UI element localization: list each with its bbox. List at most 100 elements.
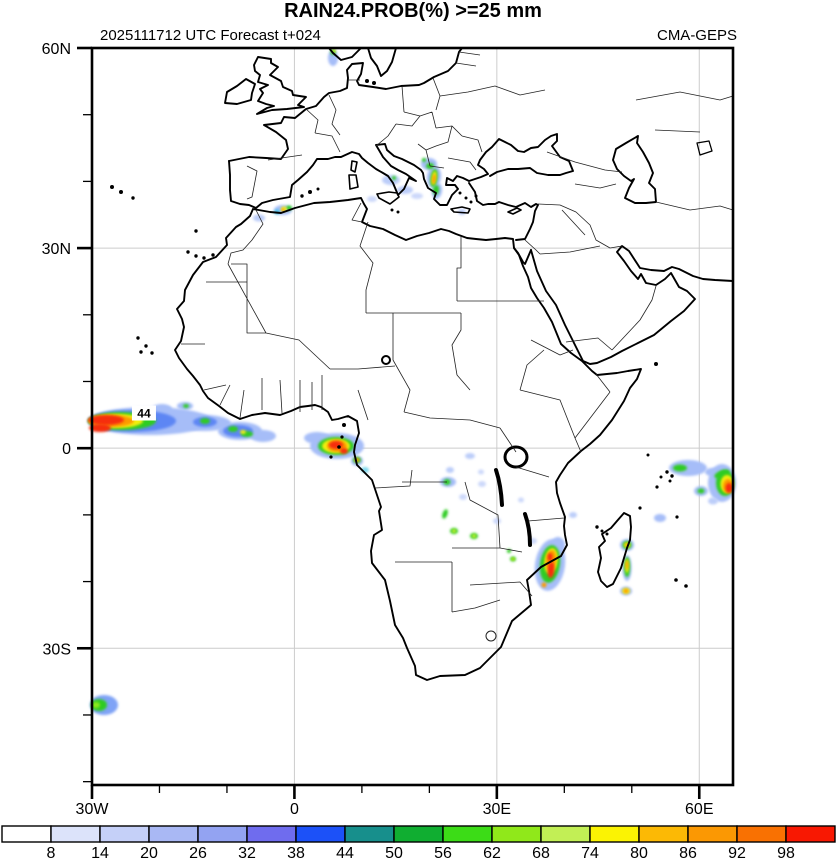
axes: 30W 0 30E 60E 60N 30N 0 30S: [42, 41, 714, 818]
prob-blob-layer: [340, 448, 348, 454]
colorbar-level-label: 32: [238, 845, 256, 860]
prob-blob-layer: [547, 562, 555, 578]
prob-blob-layer: [329, 441, 343, 449]
colorbar-cell: [442, 825, 493, 843]
prob-blob-layer: [228, 426, 238, 432]
prob-blob-layer: [411, 193, 423, 199]
atlantic-equatorial-streak: [88, 402, 276, 442]
colorbar-level-label: 20: [140, 845, 158, 860]
prob-blob-layer: [673, 464, 687, 472]
colorbar-level-label: 56: [434, 845, 452, 860]
caspian-sea-outline: [612, 135, 657, 204]
gulf-of-guinea-blob: [304, 432, 369, 473]
country-borders: [181, 51, 734, 642]
prob-blob-layer: [88, 415, 124, 425]
colorbar-level-label: 26: [189, 845, 207, 860]
europe-mediterranean-coastline: [228, 133, 574, 209]
great-britain-coastline: [253, 56, 307, 115]
tyrrhenian-sicily-specks: [367, 175, 466, 215]
colorbar-level-label: 8: [47, 845, 56, 860]
prob-blob-layer: [332, 49, 336, 53]
prob-blob-layer: [714, 469, 730, 479]
prob-blob-layer: [697, 488, 705, 494]
prob-blob-layer: [708, 497, 718, 505]
colorbar-level-label: 38: [287, 845, 305, 860]
prob-blob-layer: [547, 553, 553, 561]
prob-blob-layer: [625, 560, 629, 570]
x-axis-tick-label: 0: [290, 801, 299, 818]
prob-blob-layer: [569, 512, 577, 518]
max-value-annotation: 44: [131, 405, 156, 421]
y-axis-tick-label: 0: [62, 441, 71, 458]
prob-blob-layer: [432, 174, 436, 184]
anatolia-levant-coastline: [468, 182, 539, 241]
sicily-outline: [376, 191, 400, 205]
lesotho-border: [485, 630, 497, 642]
map-gridlines: [92, 48, 733, 785]
south-atlantic-corner-blob: [90, 695, 118, 715]
corsica-outline: [350, 160, 358, 173]
lake-malawi: [523, 512, 532, 547]
central-africa-specks: [440, 453, 577, 544]
prob-blob-layer: [725, 483, 733, 493]
prob-blob-layer: [511, 557, 515, 561]
prob-blob-layer: [472, 534, 476, 538]
colorbar-cell: [687, 825, 738, 843]
prob-blob-layer: [422, 158, 426, 162]
prob-blob-layer: [200, 418, 210, 424]
colorbar-cell: [1, 825, 52, 843]
prob-blob-layer: [478, 481, 486, 487]
sinai-coastline: [513, 247, 532, 265]
colorbar-cell: [785, 825, 836, 843]
prob-blob-layer: [152, 404, 172, 414]
gibraltar-west-speck: [253, 214, 265, 222]
prob-blob-layer: [493, 518, 501, 524]
colorbar-level-label: 44: [336, 845, 354, 860]
africa-coastline: [174, 197, 642, 681]
sardinia-outline: [348, 174, 359, 190]
prob-blob-layer: [183, 404, 189, 408]
y-axis-tick-label: 30S: [43, 641, 71, 658]
colorbar-level-label: 74: [581, 845, 599, 860]
colorbar-level-label: 92: [728, 845, 746, 860]
colorbar-cell: [148, 825, 199, 843]
scandinavia-coastline: [328, 47, 397, 77]
prob-blob-layer: [446, 467, 454, 473]
model-name-label: CMA-GEPS: [657, 27, 737, 44]
prob-blob-layer: [459, 494, 467, 500]
prob-blob-layer: [281, 208, 285, 212]
x-axis-tick-label: 30W: [76, 801, 110, 818]
prob-blob-layer: [92, 702, 100, 708]
colorbar-level-label: 14: [91, 845, 109, 860]
colorbar-level-label: 86: [679, 845, 697, 860]
colorbar-cell: [197, 825, 248, 843]
prob-blob-layer: [253, 214, 265, 222]
probability-shading-layer: [88, 49, 736, 715]
prob-blob-layer: [669, 460, 707, 476]
lake-chad: [381, 355, 391, 365]
cyprus-outline: [507, 207, 522, 215]
x-axis-tick-label: 60E: [685, 801, 713, 818]
prob-blob-layer: [240, 430, 246, 434]
madagascar-coastline: [597, 512, 632, 588]
y-axis-tick-label: 30N: [42, 241, 71, 258]
max-label-chip: [131, 405, 156, 421]
forecast-init-label: 2025111712 UTC Forecast t+024: [100, 27, 321, 44]
lake-tanganyika: [494, 468, 504, 507]
colorbar-cell: [246, 825, 297, 843]
mozambique-coast-blob: [507, 537, 566, 591]
colorbar-level-label: 80: [630, 845, 648, 860]
prob-blob-layer: [367, 196, 377, 202]
aral-sea-outline: [696, 140, 713, 156]
lake-victoria: [503, 445, 529, 469]
colorbar-cell: [50, 825, 101, 843]
colorbar-cell: [393, 825, 444, 843]
prob-blob-layer: [518, 497, 524, 503]
colorbar-level-label: 62: [483, 845, 501, 860]
colorbar-cell: [589, 825, 640, 843]
ireland-coastline: [224, 78, 256, 105]
colorbar-cell: [491, 825, 542, 843]
x-axis-tick-label: 30E: [483, 801, 511, 818]
